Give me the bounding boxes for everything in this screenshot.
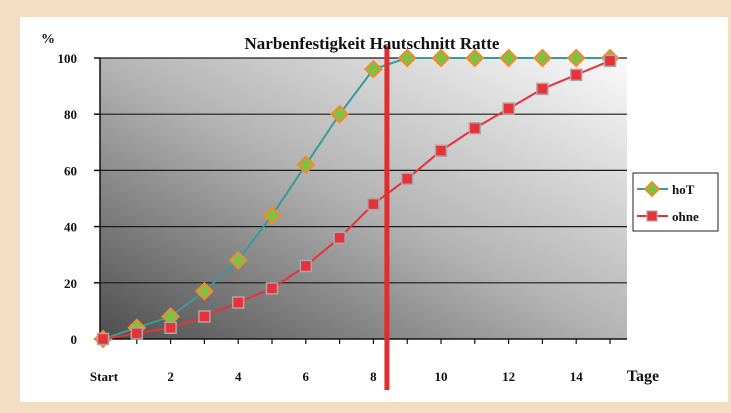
x-tick-label: 2 — [167, 369, 174, 384]
x-tick-label: 10 — [435, 369, 448, 384]
data-point-ohne — [502, 102, 515, 115]
series-layer — [93, 48, 620, 349]
x-axis-label: Tage — [627, 368, 659, 385]
legend: hoT ohne — [632, 172, 719, 232]
data-point-ohne — [468, 122, 482, 135]
legend-label-ohne: ohne — [672, 209, 699, 224]
data-point-hoT — [363, 59, 383, 79]
x-tick-label: 8 — [370, 369, 377, 384]
data-point-ohne — [231, 296, 245, 309]
data-point-ohne — [603, 54, 617, 68]
data-point-ohne — [333, 231, 346, 245]
chart-title: Narbenfestigkeit Hautschnitt Ratte — [245, 34, 500, 53]
y-axis-unit-label: % — [41, 32, 55, 47]
data-point-hoT — [465, 48, 485, 68]
data-point-ohne — [569, 68, 583, 82]
axes — [94, 57, 627, 344]
grid-lines — [100, 57, 627, 284]
series-line-ohne — [102, 59, 611, 340]
data-point-hoT — [431, 48, 451, 68]
data-point-ohne — [164, 321, 177, 335]
y-tick-label: 40 — [64, 220, 77, 235]
x-tick-label: 12 — [502, 369, 515, 384]
data-point-ohne — [400, 172, 414, 186]
data-point-hoT — [566, 48, 586, 68]
data-point-hoT — [296, 155, 316, 175]
data-point-hoT — [228, 250, 248, 270]
y-tick-label: 100 — [58, 51, 78, 66]
data-point-ohne — [367, 197, 380, 211]
data-point-hoT — [262, 205, 282, 225]
data-point-ohne — [299, 259, 313, 273]
x-tick-label: 4 — [235, 369, 242, 384]
y-tick-label: 20 — [64, 276, 77, 291]
y-tick-label: 80 — [64, 107, 77, 122]
legend-marker-ohne — [646, 210, 658, 222]
data-point-hoT — [194, 281, 214, 301]
legend-marker-hoT — [643, 180, 661, 198]
legend-label-hoT: hoT — [672, 182, 695, 197]
data-point-ohne — [434, 144, 448, 157]
data-point-hoT — [532, 48, 552, 68]
data-point-ohne — [96, 332, 110, 346]
data-point-ohne — [198, 310, 211, 323]
series-line-hoT — [102, 57, 610, 340]
data-point-ohne — [130, 327, 144, 340]
data-point-ohne — [536, 82, 549, 96]
data-point-hoT — [330, 104, 350, 124]
x-tick-label: 6 — [303, 369, 310, 384]
legend-item-hoT: hoT — [637, 180, 695, 198]
x-tick-label: Start — [90, 369, 119, 384]
data-point-hoT — [499, 48, 519, 68]
y-tick-label: 60 — [64, 163, 77, 178]
series-ohne — [96, 54, 617, 346]
y-tick-labels: 0 20 40 60 80 100 — [58, 51, 78, 347]
y-tick-label: 0 — [71, 332, 78, 347]
data-point-hoT — [397, 48, 417, 68]
plot-area — [100, 58, 627, 339]
x-tick-labels: Start 2 4 6 8 10 12 14 — [90, 369, 583, 384]
data-point-ohne — [265, 282, 279, 295]
x-tick-label: 14 — [570, 369, 584, 384]
legend-item-ohne: ohne — [637, 209, 699, 224]
